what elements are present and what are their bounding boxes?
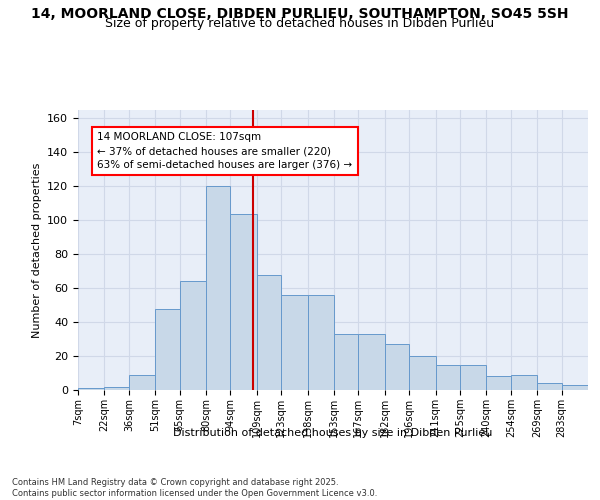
Bar <box>206 186 230 390</box>
Bar <box>257 274 281 390</box>
Bar <box>155 308 179 390</box>
Text: Size of property relative to detached houses in Dibden Purlieu: Size of property relative to detached ho… <box>106 18 494 30</box>
Bar <box>179 282 206 390</box>
Bar <box>562 385 588 390</box>
Bar <box>78 388 104 390</box>
Text: 14, MOORLAND CLOSE, DIBDEN PURLIEU, SOUTHAMPTON, SO45 5SH: 14, MOORLAND CLOSE, DIBDEN PURLIEU, SOUT… <box>31 8 569 22</box>
Bar <box>385 344 409 390</box>
Bar <box>460 364 487 390</box>
Bar <box>230 214 257 390</box>
Bar <box>129 374 155 390</box>
Text: Contains HM Land Registry data © Crown copyright and database right 2025.
Contai: Contains HM Land Registry data © Crown c… <box>12 478 377 498</box>
Bar <box>487 376 511 390</box>
Bar <box>104 386 129 390</box>
Bar <box>358 334 385 390</box>
Bar <box>281 295 308 390</box>
Bar <box>537 383 562 390</box>
Bar <box>334 334 358 390</box>
Text: 14 MOORLAND CLOSE: 107sqm
← 37% of detached houses are smaller (220)
63% of semi: 14 MOORLAND CLOSE: 107sqm ← 37% of detac… <box>97 132 352 170</box>
Bar <box>308 295 334 390</box>
Bar <box>409 356 436 390</box>
Bar <box>436 364 460 390</box>
Text: Distribution of detached houses by size in Dibden Purlieu: Distribution of detached houses by size … <box>173 428 493 438</box>
Y-axis label: Number of detached properties: Number of detached properties <box>32 162 41 338</box>
Bar <box>511 374 537 390</box>
